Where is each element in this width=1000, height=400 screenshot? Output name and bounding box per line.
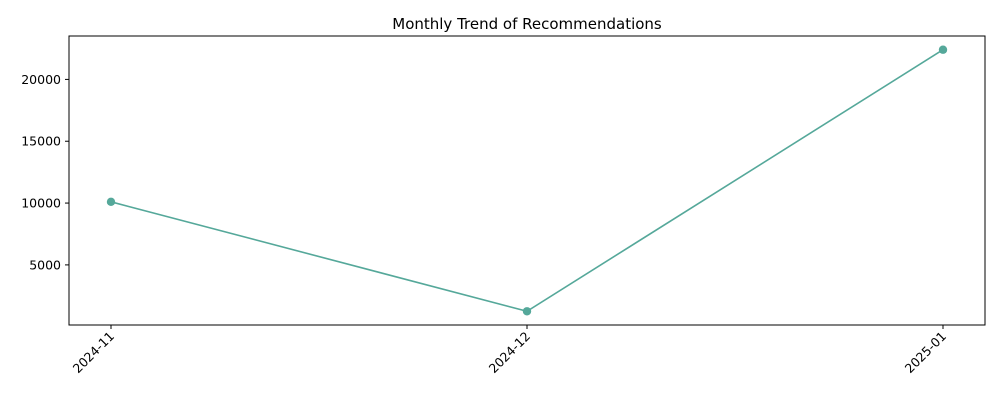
x-tick-label: 2025-01 [902, 329, 950, 377]
data-point [938, 45, 948, 54]
series-layer [106, 45, 948, 316]
y-tick-label: 15000 [21, 134, 61, 149]
y-axis-ticks: 5000 10000 15000 20000 [21, 72, 69, 272]
plot-area-frame [68, 35, 986, 326]
x-axis-ticks: 2024-11 2024-12 2025-01 [70, 325, 950, 377]
data-point [106, 197, 116, 207]
data-point [522, 307, 532, 316]
x-tick-label: 2024-11 [70, 329, 118, 377]
y-tick-label: 10000 [21, 196, 61, 211]
y-tick-label: 20000 [21, 72, 61, 87]
y-tick-label: 5000 [29, 257, 61, 272]
x-tick-label: 2024-12 [486, 329, 534, 377]
chart-title: Monthly Trend of Recommendations [392, 15, 662, 33]
series-line [110, 49, 944, 313]
